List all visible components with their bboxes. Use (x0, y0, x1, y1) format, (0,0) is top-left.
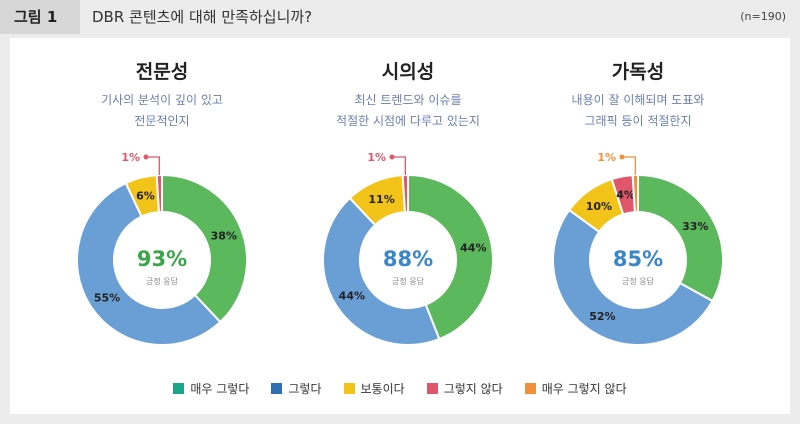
slice-label: 44% (339, 290, 365, 303)
chart-title: 가독성 (612, 61, 664, 83)
chart-title: 전문성 (136, 61, 188, 83)
legend-swatch (524, 382, 536, 394)
chart-panel: 전문성 기사의 분석이 깊이 있고 전문적인지 38% 55% 6% 1% 93% 긍정 응답 시… (10, 38, 790, 414)
legend-item: 그렇다 (271, 380, 322, 397)
legend-label: 보통이다 (360, 381, 405, 396)
legend: 매우 그렇다 그렇다 보통이다 그렇지 않다 매우 그렇지 않다 (10, 376, 790, 400)
legend-item: 매우 그렇다 (173, 380, 249, 397)
chart-subtitle: 최신 트렌드와 이슈를 (355, 93, 462, 107)
donut-slice (161, 173, 248, 324)
callout-line (622, 156, 636, 176)
legend-label: 매우 그렇다 (190, 381, 250, 396)
donut-slice (401, 173, 409, 214)
donut-slice (631, 173, 639, 214)
legend-swatch (271, 382, 283, 394)
callout-dot (143, 154, 149, 160)
figure-label: 그림 1 (0, 0, 80, 34)
donut-slice (322, 196, 441, 346)
slice-label: 52% (589, 310, 615, 323)
callout-dot (389, 154, 395, 160)
slice-label: 38% (211, 230, 237, 243)
chart-subtitle: 전문적인지 (134, 114, 189, 128)
donut-slice (552, 208, 714, 346)
donut-slice (637, 173, 724, 303)
legend-label: 매우 그렇지 않다 (541, 381, 627, 396)
chart-subtitle: 기사의 분석이 깊이 있고 (101, 93, 223, 107)
donut-slice (407, 173, 494, 341)
chart-title: 시의성 (382, 61, 434, 83)
figure-header: 그림 1 DBR 콘텐츠에 대해 만족하십니까? (n=190) (0, 0, 800, 34)
donut-slice (155, 173, 163, 214)
slice-label: 1% (367, 151, 386, 164)
legend-item: 매우 그렇지 않다 (524, 380, 627, 397)
center-label: 긍정 응답 (622, 276, 655, 286)
legend-swatch (426, 382, 438, 394)
legend-item: 보통이다 (343, 380, 405, 397)
slice-label: 44% (460, 242, 486, 255)
chart-subtitle: 내용이 잘 이해되며 도표와 (572, 93, 705, 107)
slice-label: 11% (368, 193, 394, 206)
center-label: 긍정 응답 (146, 276, 179, 286)
figure-title: DBR 콘텐츠에 대해 만족하십니까? (92, 8, 313, 26)
legend-swatch (343, 382, 355, 394)
center-label: 긍정 응답 (392, 276, 425, 286)
donut-slice (76, 181, 222, 346)
slice-label: 33% (682, 220, 708, 233)
slice-label: 6% (136, 190, 155, 203)
slice-label: 4% (616, 189, 635, 202)
chart-subtitle: 적절한 시점에 다루고 있는지 (336, 114, 480, 128)
legend-swatch (173, 382, 185, 394)
sample-size: (n=190) (740, 10, 786, 23)
slice-label: 10% (586, 200, 612, 213)
slice-label: 55% (94, 291, 120, 304)
callout-dot (619, 154, 625, 160)
callout-line (392, 156, 406, 176)
slice-label: 1% (597, 151, 616, 164)
center-value: 93% (137, 247, 187, 271)
chart-subtitle: 그래픽 등이 적절한지 (585, 114, 692, 128)
legend-item: 그렇지 않다 (426, 380, 503, 397)
callout-line (146, 156, 160, 176)
center-value: 85% (613, 247, 663, 271)
legend-label: 그렇지 않다 (443, 381, 503, 396)
center-value: 88% (383, 247, 433, 271)
legend-label: 그렇다 (288, 381, 322, 396)
slice-label: 1% (121, 151, 140, 164)
